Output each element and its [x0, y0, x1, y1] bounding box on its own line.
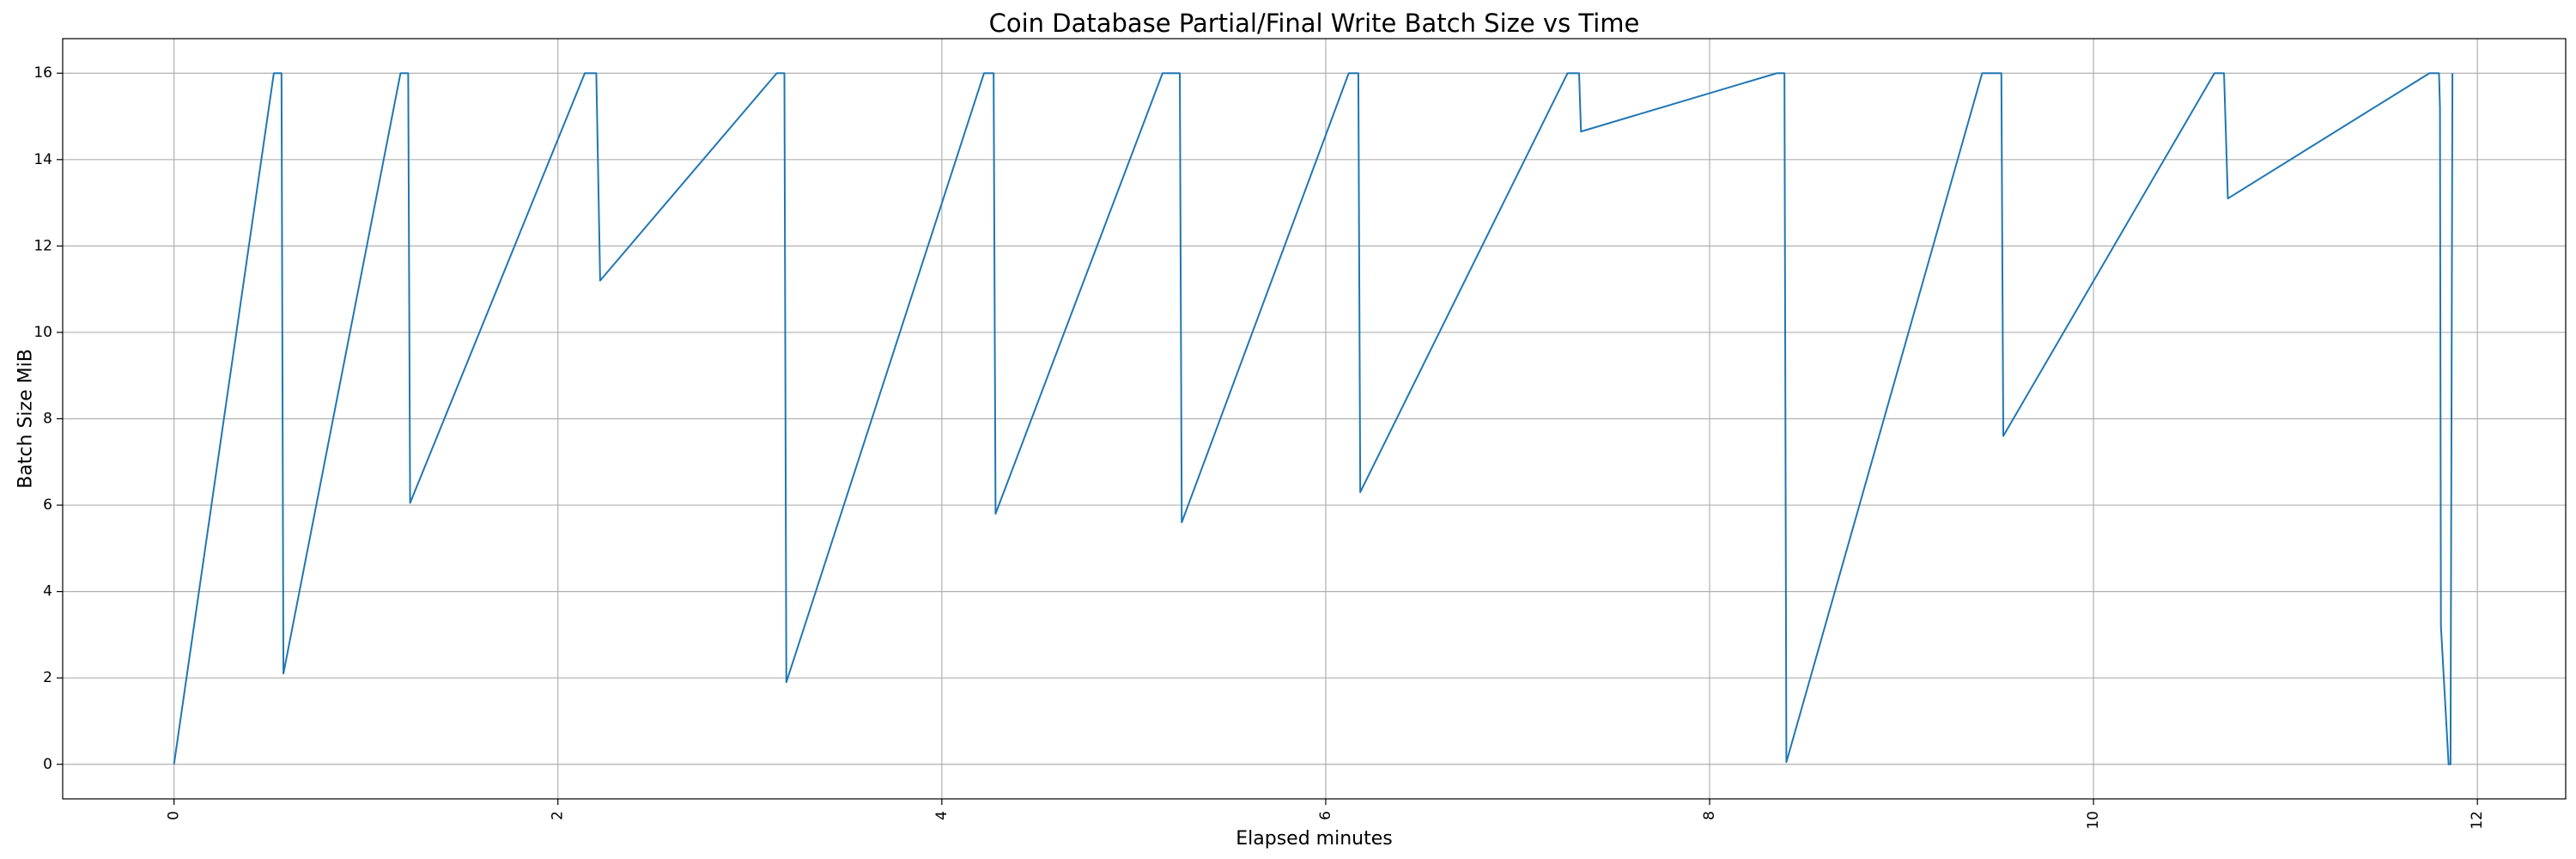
chart-title: Coin Database Partial/Final Write Batch … — [989, 9, 1640, 38]
x-tick-label: 6 — [1317, 811, 1334, 820]
y-tick-label: 6 — [43, 497, 52, 514]
x-ticks: 0 2 4 6 8 10 12 — [166, 799, 2486, 830]
x-tick-label: 8 — [1701, 811, 1718, 820]
x-tick-label: 12 — [2469, 811, 2486, 830]
y-tick-label: 14 — [33, 151, 52, 168]
y-tick-label: 0 — [43, 756, 52, 773]
y-tick-label: 4 — [43, 583, 52, 600]
y-tick-label: 10 — [33, 324, 52, 341]
y-axis-label: Batch Size MiB — [15, 349, 37, 489]
x-axis-label: Elapsed minutes — [1236, 828, 1392, 850]
y-tick-label: 12 — [33, 237, 52, 254]
y-tick-label: 16 — [33, 64, 52, 82]
y-tick-label: 2 — [43, 669, 52, 686]
x-tick-label: 10 — [2085, 811, 2102, 830]
x-tick-label: 4 — [933, 811, 951, 820]
series-line — [173, 72, 2454, 765]
y-tick-label: 8 — [43, 411, 52, 428]
x-tick-label: 0 — [166, 811, 183, 820]
y-ticks: 0 2 4 6 8 10 12 14 16 — [33, 64, 63, 773]
x-tick-label: 2 — [550, 811, 567, 820]
y-gridlines — [63, 72, 2566, 765]
series-line-group — [173, 72, 2454, 765]
